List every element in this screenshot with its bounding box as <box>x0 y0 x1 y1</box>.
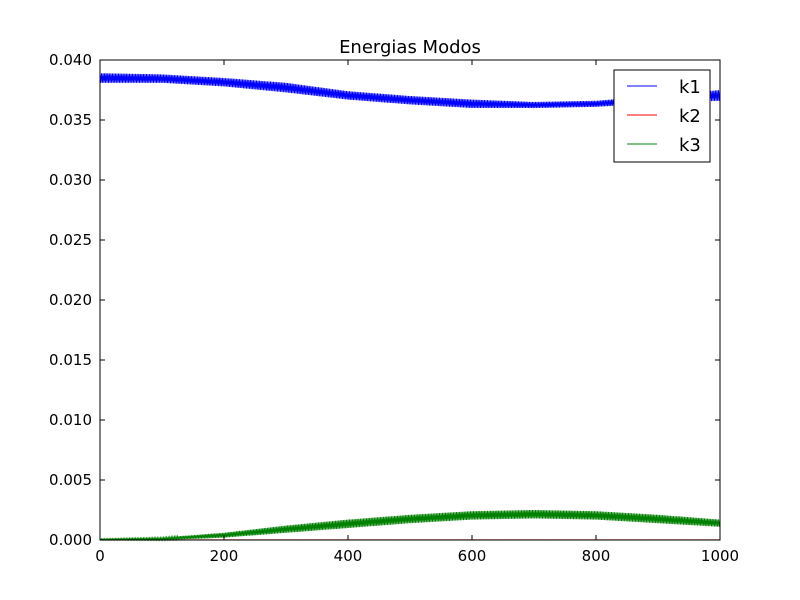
legend: k1 k2 k3 <box>613 69 711 163</box>
y-tick-label: 0.000 <box>49 531 92 549</box>
legend-label-k3: k3 <box>679 135 701 156</box>
y-tick-label: 0.020 <box>49 291 92 309</box>
y-tick-label: 0.035 <box>49 111 92 129</box>
y-tick-label: 0.025 <box>49 231 92 249</box>
legend-label-k1: k1 <box>679 77 701 98</box>
y-tick-label: 0.010 <box>49 411 92 429</box>
y-tick-label: 0.015 <box>49 351 92 369</box>
x-tick-label: 1000 <box>701 547 739 565</box>
legend-label-k2: k2 <box>679 106 701 127</box>
x-tick-label: 400 <box>334 547 363 565</box>
x-tick-label: 0 <box>95 547 105 565</box>
y-tick-label: 0.005 <box>49 471 92 489</box>
x-tick-label: 800 <box>582 547 611 565</box>
legend-box <box>613 69 711 163</box>
x-tick-label: 600 <box>458 547 487 565</box>
chart-title: Energias Modos <box>339 37 481 58</box>
x-tick-label: 200 <box>210 547 239 565</box>
y-tick-label: 0.040 <box>49 51 92 69</box>
ticks-layer: 0 200 400 600 800 1000 0.000 0.005 0.010 0.015 0.0… <box>49 51 739 565</box>
y-tick-label: 0.030 <box>49 171 92 189</box>
series-line-k3 <box>99 509 721 542</box>
